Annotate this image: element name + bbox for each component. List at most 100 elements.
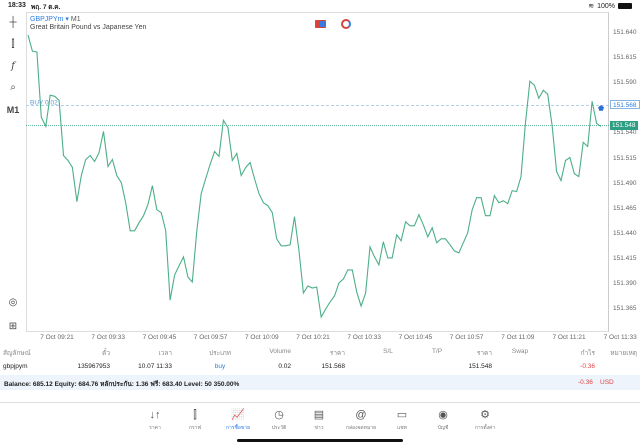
candlestick-icon[interactable]: ⫿ [11,39,15,50]
bid-price-tag: 151.548 [610,121,638,131]
table-cell: 151.548 [468,363,493,370]
nav-item-label: กล่องจดหมาย [345,425,377,431]
nav-item-label: ประวัติ [271,425,287,431]
y-tick-label: 151.465 [613,204,637,212]
balance-row: Balance: 685.12 Equity: 684.76 หลักประกั… [0,375,640,390]
nav-item[interactable]: ◉ บัญชี [421,408,465,432]
chart-zoom-icon[interactable]: ◎ [8,297,18,308]
balance-summary: Balance: 685.12 Equity: 684.76 หลักประกั… [4,381,240,388]
status-time: 18:33 [8,2,26,9]
timeframe-button[interactable]: M1 [6,105,20,115]
settings-icon: ⚙ [480,409,490,421]
x-tick-label: 7 Oct 09:21 [40,334,74,341]
chart-icon: ⫿ [193,409,197,421]
column-header: กำไร [580,350,595,357]
table-cell: gbpjpym [3,363,28,370]
one-click-trading-icon[interactable] [315,20,326,28]
table-cell: 10.07 11:33 [138,363,172,370]
indicator-f-icon[interactable]: f [11,61,15,72]
nav-item-label: การซื้อขาย [225,425,251,431]
y-tick-label: 151.540 [613,129,637,137]
symbol-description: Great Britain Pound vs Japanese Yen [30,24,147,31]
column-header: T/P [431,348,443,355]
nav-item[interactable]: ⫿ กราฟ [173,408,217,432]
currency: USD [600,379,614,386]
nav-item-label: บัญชี [437,425,449,431]
buy-line-label: BUY 0.02 [30,99,58,106]
nav-item-label: ราคา [149,425,161,431]
objects-icon[interactable]: ⌕ [10,82,16,93]
quotes-icon: ↓↑ [149,409,161,421]
nav-item-label: แชท [397,425,407,431]
nav-item[interactable]: ◷ ประวัติ [257,408,301,432]
y-tick-label: 151.490 [613,179,637,187]
account-icon: ◉ [438,409,448,421]
y-tick-label: 151.615 [613,54,637,62]
total-profit: -0.36 [578,379,593,386]
x-tick-label: 7 Oct 11:09 [501,334,535,341]
x-tick-label: 7 Oct 09:57 [193,334,228,341]
y-tick-label: 151.365 [613,305,637,313]
column-header: เวลา [158,350,172,357]
home-indicator [237,439,403,442]
y-tick-label: 151.590 [613,79,637,87]
y-tick-label: 151.390 [613,280,637,287]
x-tick-label: 7 Oct 11:33 [603,334,637,341]
table-cell: 135967953 [77,363,110,370]
y-tick-label: 151.640 [613,29,637,36]
chart-timeframe: M1 [70,16,81,23]
battery-status: ≋ 100% [588,2,632,10]
y-tick-label: 151.440 [613,229,637,237]
history-icon: ◷ [274,409,284,421]
x-tick-label: 7 Oct 10:45 [398,334,433,341]
chart-symbol-header[interactable]: GBPJPYm ▾ M1 [30,15,81,23]
nav-item[interactable]: ▤ ข่าว [297,408,341,432]
column-header: หมายเหตุ [610,350,637,357]
news-icon: ▤ [313,409,325,421]
column-header: ประเภท [209,350,231,357]
ask-price-tag: 151.568 [610,100,640,110]
x-tick-label: 7 Oct 11:21 [552,334,586,341]
y-tick-label: 151.415 [613,254,637,262]
x-tick-label: 7 Oct 10:09 [244,334,279,341]
nav-item[interactable]: @ กล่องจดหมาย [339,408,383,432]
column-header: ราคา [329,350,345,357]
chat-icon: ▭ [396,409,408,421]
price-chart: BUY 0.02 ⬟ [26,34,609,319]
trade-icon: 📈 [231,409,245,421]
column-header: ตั๋ว [102,350,110,357]
x-tick-label: 7 Oct 09:33 [91,334,125,341]
column-header: ราคา [476,350,492,357]
x-tick-label: 7 Oct 10:21 [296,334,330,341]
bottom-navigation: ↓↑ ราคา ⫿ กราฟ 📈 การซื้อขาย ◷ ประวัติ ▤ ข่าว @ กล่อ… [0,402,640,447]
column-header: สัญลักษณ์ [3,350,31,357]
nav-item-label: การตั้งค่า [474,425,496,431]
column-header: S/L [383,348,393,355]
y-tick-label: 151.515 [613,154,637,162]
chart-area[interactable] [26,12,609,332]
position-marker-icon[interactable]: ⬟ [598,104,604,112]
x-tick-label: 7 Oct 10:57 [449,334,484,341]
trade-levels-icon[interactable] [341,19,351,29]
wifi-icon: ≋ [588,3,595,10]
table-cell: 0.02 [278,363,291,370]
table-cell: 151.568 [321,363,346,370]
table-cell: buy [214,363,226,370]
mail-icon: @ [355,409,367,421]
column-header: Volume [269,348,291,355]
crosshair-icon[interactable]: ┼ [9,17,17,28]
nav-item-label: กราฟ [188,425,202,431]
status-date: พฤ. 7 ต.ค. [31,4,61,11]
chevron-down-icon[interactable]: ▾ [65,16,69,23]
nav-item[interactable]: ▭ แชท [380,408,424,432]
status-bar: 18:33 พฤ. 7 ต.ค. ≋ 100% [0,0,640,12]
column-header: Swap [511,348,529,355]
x-tick-label: 7 Oct 09:45 [142,334,177,341]
symbol-name[interactable]: GBPJPYm [30,16,64,23]
nav-item[interactable]: ⚙ การตั้งค่า [463,408,507,432]
add-window-icon[interactable]: ⊞ [8,321,18,332]
nav-item-label: ข่าว [314,425,324,431]
battery-icon [618,3,632,9]
nav-item[interactable]: 📈 การซื้อขาย [216,408,260,432]
nav-item[interactable]: ↓↑ ราคา [133,408,177,432]
